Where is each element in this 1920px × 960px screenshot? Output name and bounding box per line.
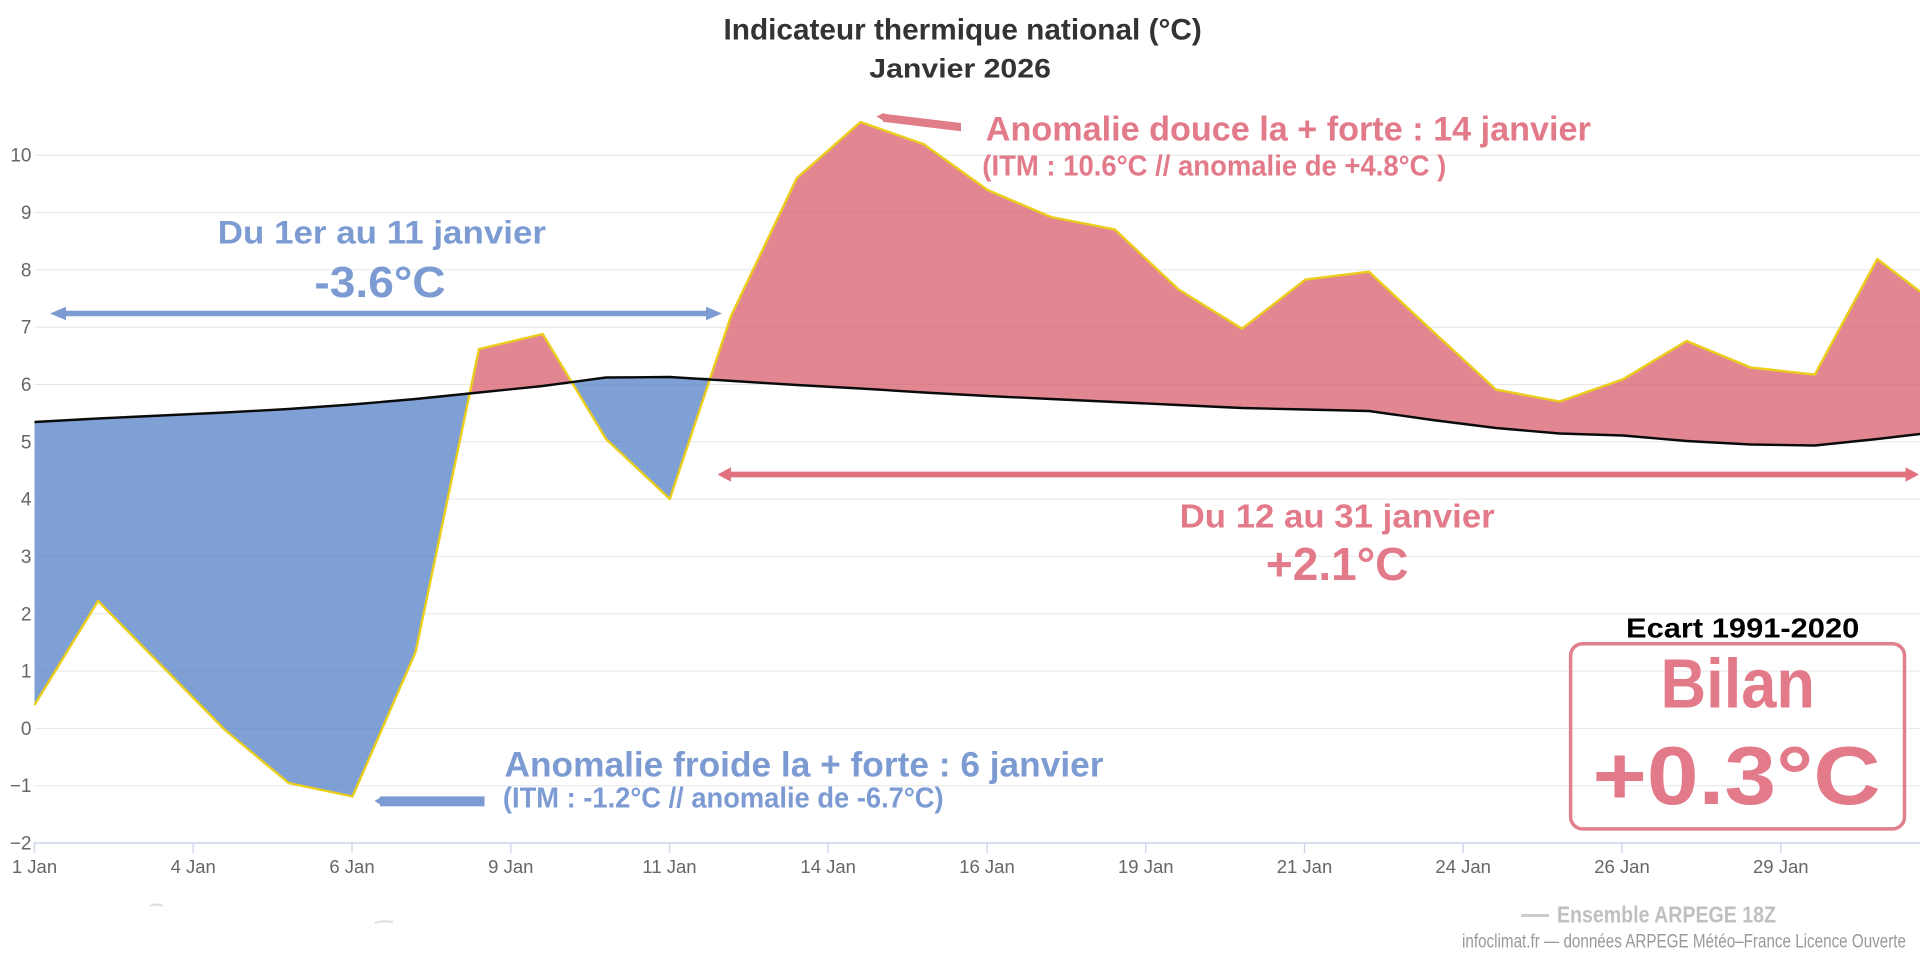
svg-text:Ensemble ARPEGE 18Z: Ensemble ARPEGE 18Z (1557, 902, 1776, 928)
svg-text:6: 6 (21, 375, 32, 396)
svg-text:−2: −2 (10, 834, 32, 855)
svg-text:infoclimat.fr — données ARPEGE: infoclimat.fr — données ARPEGE Météo–Fra… (1462, 932, 1906, 953)
svg-text:4: 4 (21, 490, 32, 511)
svg-text:7: 7 (21, 318, 32, 339)
svg-text:9: 9 (21, 203, 32, 224)
svg-text:14 Jan: 14 Jan (800, 856, 856, 877)
svg-text:+2.1°C: +2.1°C (1266, 538, 1409, 590)
svg-text:10: 10 (10, 146, 31, 167)
svg-text:1 Jan: 1 Jan (12, 856, 57, 877)
svg-text:4 Jan: 4 Jan (171, 856, 216, 877)
svg-text:16 Jan: 16 Jan (959, 856, 1015, 877)
svg-text:6 Jan: 6 Jan (329, 856, 374, 877)
svg-text:3: 3 (21, 547, 32, 568)
svg-text:Janvier 2026: Janvier 2026 (869, 53, 1051, 83)
svg-text:−1: −1 (10, 776, 32, 797)
svg-text:9 Jan: 9 Jan (488, 856, 533, 877)
svg-text:2: 2 (21, 604, 32, 625)
svg-text:Du 1er au 11 janvier: Du 1er au 11 janvier (218, 214, 546, 250)
svg-text:Indicateur thermique national: Indicateur thermique national (°C) (724, 14, 1202, 47)
svg-text:11 Jan: 11 Jan (642, 856, 696, 877)
svg-text:29 Jan: 29 Jan (1753, 856, 1809, 877)
svg-text:Anomalie froide la + forte : 6: Anomalie froide la + forte : 6 janvier (505, 745, 1104, 784)
svg-text:Ecart 1991-2020: Ecart 1991-2020 (1626, 612, 1859, 643)
svg-text:Bilan: Bilan (1661, 645, 1816, 723)
svg-text:0: 0 (21, 719, 32, 740)
svg-text:Anomalie douce la + forte : 14: Anomalie douce la + forte : 14 janvier (986, 111, 1591, 149)
svg-text:1: 1 (21, 662, 32, 683)
svg-text:Du 12 au 31 janvier: Du 12 au 31 janvier (1180, 498, 1495, 535)
svg-text:26 Jan: 26 Jan (1594, 856, 1650, 877)
svg-text:5: 5 (21, 432, 32, 453)
svg-text:24 Jan: 24 Jan (1435, 856, 1491, 877)
svg-text:-3.6°C: -3.6°C (314, 258, 445, 307)
svg-text:8: 8 (21, 260, 32, 281)
svg-text:+0.3°C: +0.3°C (1593, 729, 1881, 822)
svg-text:21 Jan: 21 Jan (1277, 856, 1333, 877)
svg-text:(ITM : 10.6°C // anomalie de +: (ITM : 10.6°C // anomalie de +4.8°C ) (982, 151, 1446, 183)
svg-text:(ITM : -1.2°C // anomalie de -: (ITM : -1.2°C // anomalie de -6.7°C) (503, 783, 944, 815)
svg-text:19 Jan: 19 Jan (1118, 856, 1174, 877)
